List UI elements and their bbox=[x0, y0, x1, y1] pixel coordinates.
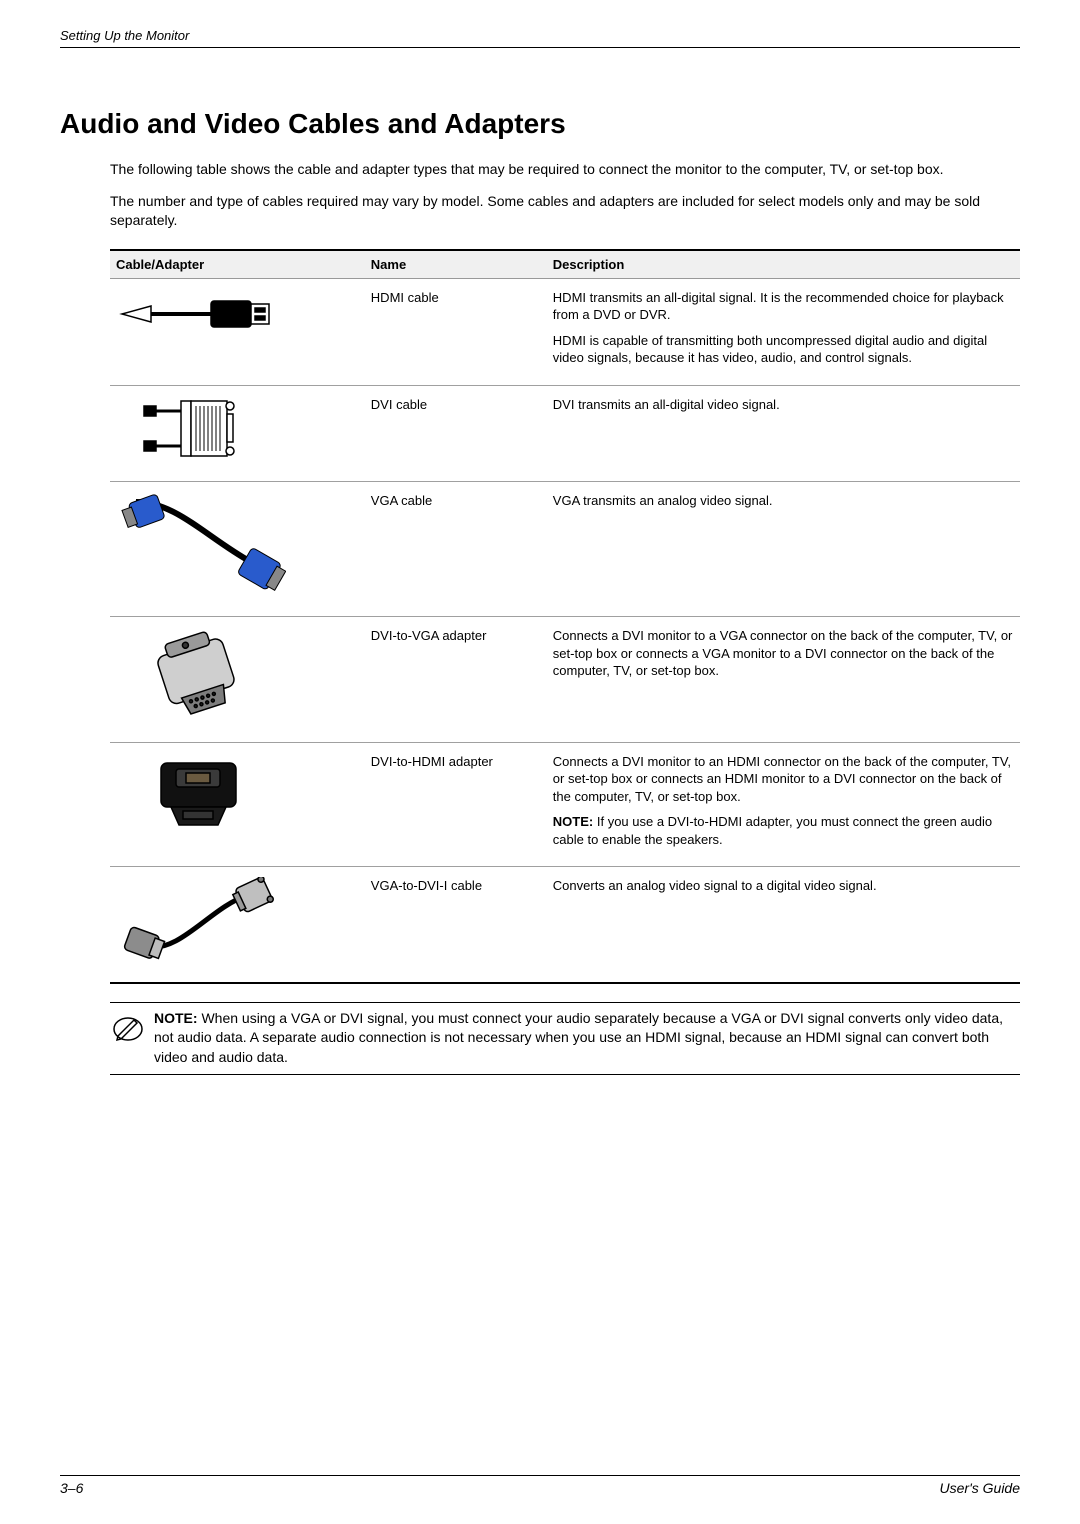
table-row: VGA-to-DVI-I cable Converts an analog vid… bbox=[110, 867, 1020, 983]
cable-image-cell bbox=[110, 385, 365, 481]
running-header: Setting Up the Monitor bbox=[60, 28, 1020, 48]
hdmi-cable-icon bbox=[116, 289, 286, 339]
table-row: HDMI cableHDMI transmits an all-digital … bbox=[110, 278, 1020, 385]
intro-para-2: The number and type of cables required m… bbox=[110, 192, 1020, 231]
section-title: Audio and Video Cables and Adapters bbox=[60, 108, 1020, 140]
table-row: DVI-to-VGA adapterConnects a DVI monitor… bbox=[110, 617, 1020, 743]
desc-paragraph: Converts an analog video signal to a dig… bbox=[553, 877, 1014, 895]
desc-text: Connects a DVI monitor to an HDMI connec… bbox=[553, 754, 1011, 804]
note-pencil-icon bbox=[110, 1009, 146, 1045]
desc-paragraph: Connects a DVI monitor to a VGA connecto… bbox=[553, 627, 1014, 680]
vga-cable-icon bbox=[116, 492, 286, 602]
cable-desc-cell: HDMI transmits an all-digital signal. It… bbox=[547, 278, 1020, 385]
desc-paragraph: HDMI is capable of transmitting both unc… bbox=[553, 332, 1014, 367]
intro-para-1: The following table shows the cable and … bbox=[110, 160, 1020, 180]
cable-image-cell bbox=[110, 742, 365, 867]
cable-name-cell: DVI-to-HDMI adapter bbox=[365, 742, 547, 867]
desc-text: Connects a DVI monitor to a VGA connecto… bbox=[553, 628, 1013, 678]
cable-name-cell: VGA cable bbox=[365, 481, 547, 617]
desc-text: HDMI is capable of transmitting both unc… bbox=[553, 333, 987, 366]
page-footer: 3–6 User's Guide bbox=[60, 1475, 1020, 1496]
cable-desc-cell: DVI transmits an all-digital video signa… bbox=[547, 385, 1020, 481]
footer-page-number: 3–6 bbox=[60, 1480, 83, 1496]
cable-name-cell: HDMI cable bbox=[365, 278, 547, 385]
cable-desc-cell: VGA transmits an analog video signal. bbox=[547, 481, 1020, 617]
cable-image-cell bbox=[110, 278, 365, 385]
col-header-cable: Cable/Adapter bbox=[110, 250, 365, 279]
cable-adapter-table: Cable/Adapter Name Description HDMI cabl… bbox=[110, 249, 1020, 984]
desc-paragraph: Connects a DVI monitor to an HDMI connec… bbox=[553, 753, 1014, 806]
desc-paragraph: DVI transmits an all-digital video signa… bbox=[553, 396, 1014, 414]
desc-paragraph: VGA transmits an analog video signal. bbox=[553, 492, 1014, 510]
note-label: NOTE: bbox=[154, 1010, 198, 1026]
desc-bold-label: NOTE: bbox=[553, 814, 593, 829]
col-header-name: Name bbox=[365, 250, 547, 279]
dvi-cable-icon bbox=[116, 396, 286, 466]
dvi-vga-adapter-icon bbox=[116, 627, 286, 727]
table-row: VGA cable VGA transmits an analog video s… bbox=[110, 481, 1020, 617]
cable-desc-cell: Connects a DVI monitor to an HDMI connec… bbox=[547, 742, 1020, 867]
note-block: NOTE: When using a VGA or DVI signal, yo… bbox=[110, 1002, 1020, 1075]
cable-desc-cell: Connects a DVI monitor to a VGA connecto… bbox=[547, 617, 1020, 743]
vga-dvi-cable-icon bbox=[116, 877, 286, 967]
footer-guide-label: User's Guide bbox=[940, 1480, 1020, 1496]
cable-image-cell bbox=[110, 867, 365, 983]
desc-text: Converts an analog video signal to a dig… bbox=[553, 878, 877, 893]
cable-name-cell: DVI cable bbox=[365, 385, 547, 481]
cable-name-cell: DVI-to-VGA adapter bbox=[365, 617, 547, 743]
desc-paragraph: HDMI transmits an all-digital signal. It… bbox=[553, 289, 1014, 324]
note-text: NOTE: When using a VGA or DVI signal, yo… bbox=[154, 1009, 1020, 1068]
desc-text: VGA transmits an analog video signal. bbox=[553, 493, 773, 508]
table-row: DVI cable DVI transmits an all-digital vi… bbox=[110, 385, 1020, 481]
desc-paragraph: NOTE: If you use a DVI-to-HDMI adapter, … bbox=[553, 813, 1014, 848]
cable-name-cell: VGA-to-DVI-I cable bbox=[365, 867, 547, 983]
cable-image-cell bbox=[110, 481, 365, 617]
table-row: DVI-to-HDMI adapterConnects a DVI monito… bbox=[110, 742, 1020, 867]
note-body: When using a VGA or DVI signal, you must… bbox=[154, 1010, 1003, 1065]
desc-text: DVI transmits an all-digital video signa… bbox=[553, 397, 780, 412]
col-header-desc: Description bbox=[547, 250, 1020, 279]
cable-image-cell bbox=[110, 617, 365, 743]
desc-text: HDMI transmits an all-digital signal. It… bbox=[553, 290, 1004, 323]
desc-text: If you use a DVI-to-HDMI adapter, you mu… bbox=[553, 814, 992, 847]
dvi-hdmi-adapter-icon bbox=[116, 753, 286, 843]
cable-desc-cell: Converts an analog video signal to a dig… bbox=[547, 867, 1020, 983]
table-header-row: Cable/Adapter Name Description bbox=[110, 250, 1020, 279]
